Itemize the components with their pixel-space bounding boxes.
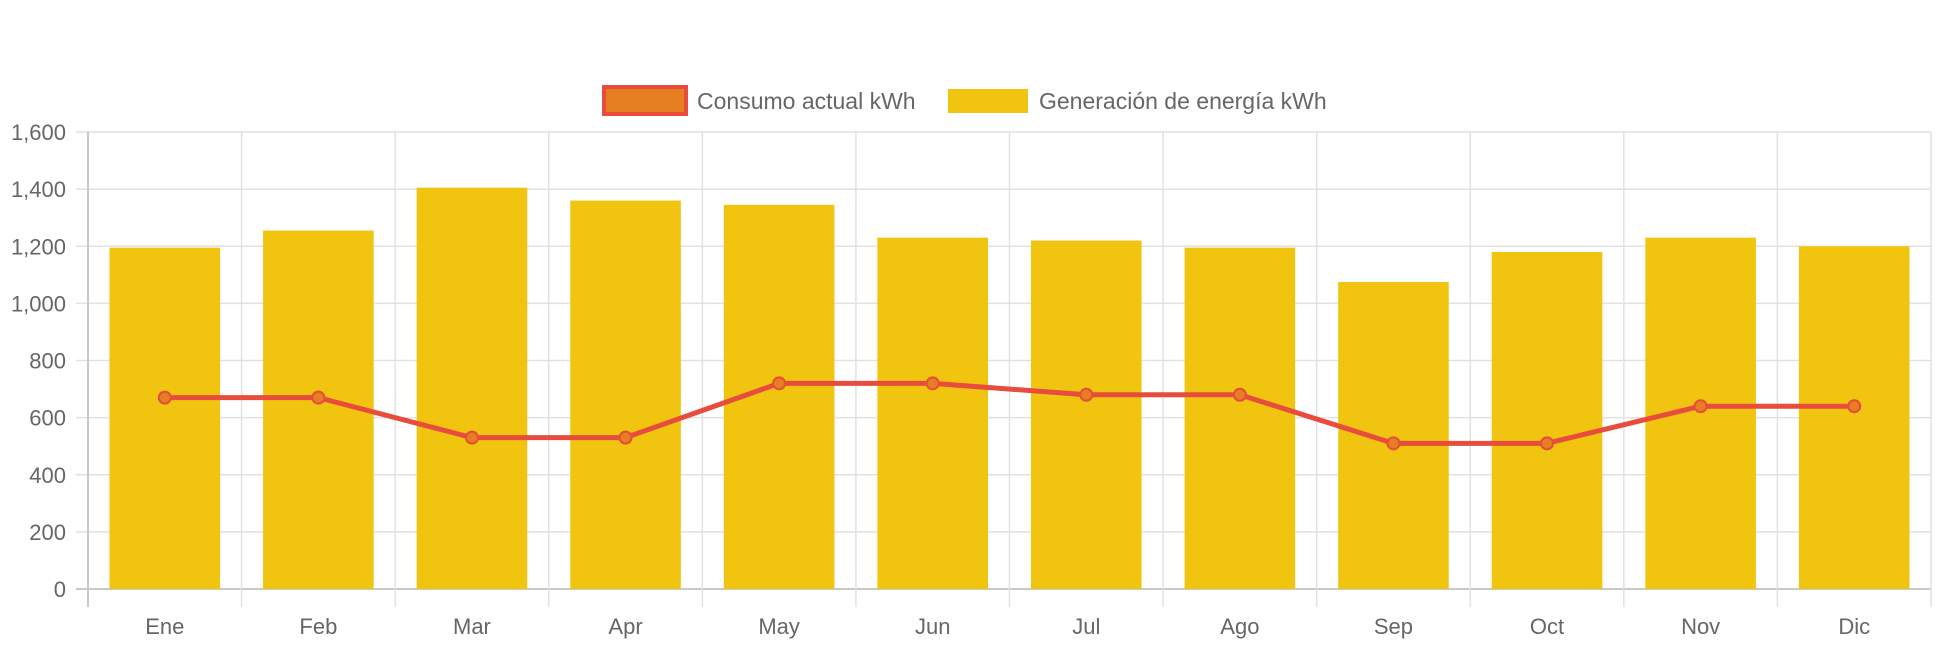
x-tick-label: Apr — [608, 614, 642, 639]
y-tick-label: 800 — [29, 349, 66, 374]
legend-swatch-consumo — [602, 85, 688, 116]
x-tick-label: Nov — [1681, 614, 1720, 639]
consumo-point[interactable] — [772, 376, 787, 391]
legend-label-generacion: Generación de energía kWh — [1039, 88, 1327, 114]
y-tick-label: 200 — [29, 520, 66, 545]
y-tick-label: 1,200 — [11, 234, 66, 259]
x-tick-label: Oct — [1530, 614, 1564, 639]
generacion-bar[interactable] — [877, 237, 988, 589]
x-tick-label: Mar — [453, 614, 491, 639]
x-tick-label: Ene — [145, 614, 184, 639]
x-tick-label: Jun — [915, 614, 950, 639]
consumo-point[interactable] — [1693, 399, 1708, 414]
consumo-point[interactable] — [925, 376, 940, 391]
legend-swatch-generacion — [948, 89, 1028, 113]
y-tick-label: 1,600 — [11, 120, 66, 145]
x-tick-label: May — [758, 614, 800, 639]
x-tick-label: Feb — [299, 614, 337, 639]
grid — [76, 131, 1932, 607]
consumo-point[interactable] — [311, 390, 326, 405]
consumo-point[interactable] — [618, 430, 633, 445]
x-tick-label: Dic — [1838, 614, 1870, 639]
generacion-bar[interactable] — [109, 247, 221, 589]
y-tick-label: 600 — [29, 406, 66, 431]
line-series — [157, 376, 1862, 451]
consumo-line — [162, 380, 1857, 446]
legend: Consumo actual kWh Generación de energía… — [602, 85, 1327, 116]
generacion-bar[interactable] — [1491, 251, 1603, 589]
generacion-bar[interactable] — [1338, 281, 1449, 589]
generacion-bar[interactable] — [1798, 246, 1910, 589]
x-tick-label: Sep — [1374, 614, 1413, 639]
x-tick-label: Jul — [1072, 614, 1100, 639]
legend-item-generacion[interactable]: Generación de energía kWh — [948, 88, 1327, 114]
y-tick-label: 1,000 — [11, 291, 66, 316]
generacion-bar[interactable] — [1031, 240, 1142, 589]
consumo-point[interactable] — [1232, 387, 1247, 402]
y-tick-label: 400 — [29, 463, 66, 488]
x-tick-label: Ago — [1220, 614, 1259, 639]
consumo-point[interactable] — [1540, 436, 1555, 451]
generacion-bar[interactable] — [416, 187, 528, 589]
consumo-point[interactable] — [1079, 387, 1094, 402]
y-tick-label: 1,400 — [11, 177, 66, 202]
legend-item-consumo[interactable]: Consumo actual kWh — [602, 85, 916, 116]
bar-series — [109, 187, 1910, 590]
axes: 0 200 400 600 800 1,000 1,200 1,400 1,600 Ene Feb M… — [11, 120, 1870, 639]
consumo-point[interactable] — [464, 430, 479, 445]
generacion-bar[interactable] — [1184, 247, 1296, 589]
consumo-point[interactable] — [1847, 399, 1862, 414]
consumo-point[interactable] — [1386, 436, 1401, 451]
consumo-point[interactable] — [157, 390, 172, 405]
generacion-bar[interactable] — [570, 200, 681, 590]
y-tick-label: 0 — [54, 577, 66, 602]
legend-label-consumo: Consumo actual kWh — [697, 88, 916, 114]
